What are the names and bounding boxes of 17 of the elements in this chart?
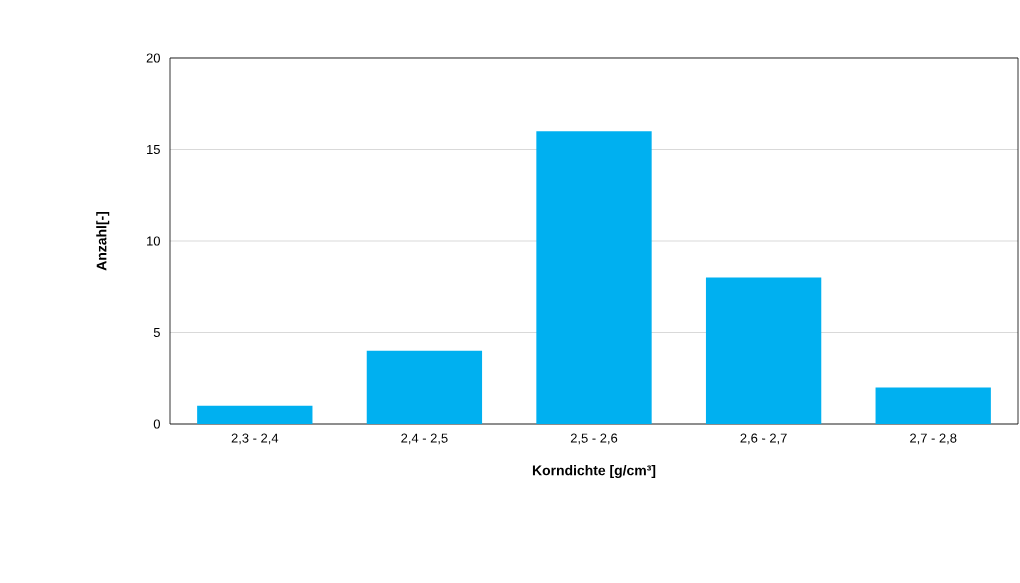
bar: [366, 350, 483, 424]
y-tick-label: 5: [153, 327, 160, 338]
x-tick-label: 2,7 - 2,8: [910, 433, 957, 445]
x-tick-label: 2,6 - 2,7: [740, 433, 787, 445]
bar: [536, 131, 652, 424]
y-axis-title: Anzahl[-]: [96, 211, 110, 271]
bar: [197, 405, 313, 424]
bar: [875, 387, 991, 424]
bar: [705, 277, 822, 424]
x-axis-title: Korndichte [g/cm³]: [532, 465, 656, 479]
y-tick-label: 20: [146, 53, 160, 63]
y-tick-label: 15: [147, 144, 160, 155]
y-tick-label: 0: [153, 419, 160, 429]
x-tick-label: 2,3 - 2,4: [231, 433, 279, 445]
y-tick-label: 10: [147, 236, 160, 246]
x-tick-label: 2,5 - 2,6: [570, 433, 618, 445]
x-tick-label: 2,4 - 2,5: [401, 433, 448, 445]
